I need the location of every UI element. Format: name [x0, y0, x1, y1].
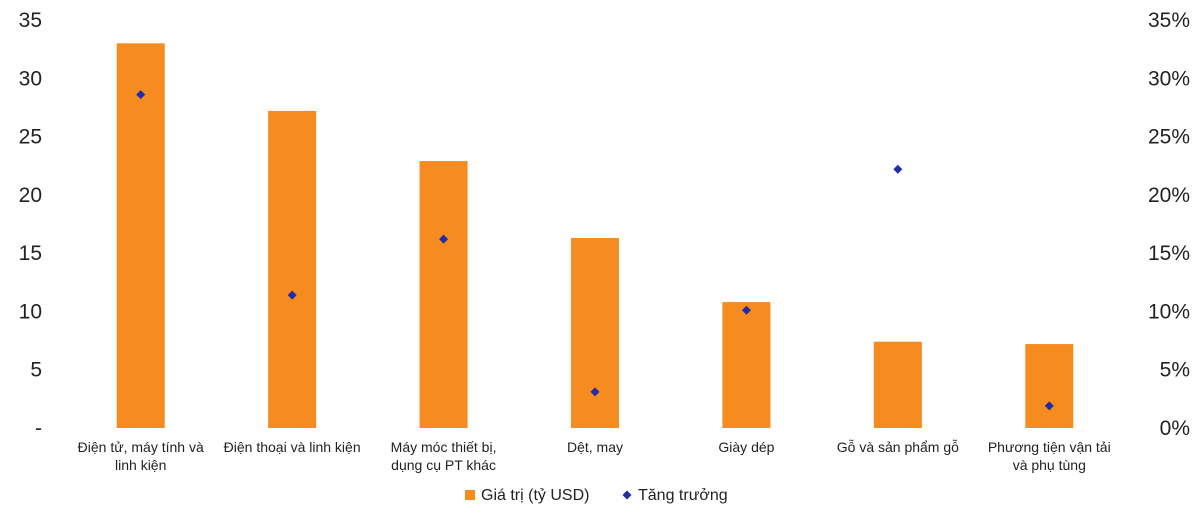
right-tick-label: 0% [1160, 417, 1190, 440]
left-tick-label: 20 [19, 184, 42, 207]
legend-bar-label: Giá trị (tỷ USD) [481, 487, 589, 504]
left-tick-label: 10 [19, 300, 42, 323]
category-labels: Điện tử, máy tính và linh kiện Điện thoại … [78, 439, 1111, 473]
bar [116, 43, 165, 429]
growth-point [439, 234, 449, 244]
category-label: dụng cụ PT khác [391, 457, 496, 473]
left-tick-label: 35 [19, 9, 42, 32]
left-tick-label: - [35, 417, 42, 440]
category-label: Điện tử, máy tính và [78, 439, 204, 455]
left-axis: - 5 10 15 20 25 30 35 [19, 9, 42, 440]
right-tick-label: 35% [1148, 9, 1190, 32]
right-tick-label: 5% [1160, 359, 1190, 382]
right-tick-label: 10% [1148, 300, 1190, 323]
category-label: Phương tiện vận tải [988, 439, 1111, 455]
growth-point [893, 164, 903, 174]
right-axis: 0% 5% 10% 15% 20% 25% 30% 35% [1148, 9, 1190, 440]
left-tick-label: 15 [19, 242, 42, 265]
bar [268, 110, 317, 428]
left-tick-label: 5 [30, 359, 42, 382]
scatter-series [136, 90, 1054, 411]
category-label: và phụ tùng [1013, 457, 1086, 473]
category-label: Máy móc thiết bị, [391, 439, 497, 455]
category-label: linh kiện [115, 457, 166, 473]
category-label: Điện thoại và linh kiện [224, 439, 361, 455]
bar-series [116, 43, 1074, 429]
bar [873, 341, 922, 428]
legend-bar-swatch [465, 490, 475, 500]
category-label: Gỗ và sản phẩm gỗ [837, 439, 959, 455]
bar [722, 302, 771, 428]
bar [419, 161, 468, 428]
growth-point [741, 305, 751, 315]
bar [1025, 344, 1074, 428]
legend: Giá trị (tỷ USD) Tăng trưởng [465, 487, 728, 504]
right-tick-label: 15% [1148, 242, 1190, 265]
growth-point [590, 387, 600, 397]
legend-point-swatch [622, 490, 632, 500]
growth-point [136, 90, 146, 100]
left-tick-label: 25 [19, 126, 42, 149]
bar [571, 237, 619, 428]
growth-point [1044, 401, 1054, 411]
left-tick-label: 30 [19, 67, 42, 90]
right-tick-label: 20% [1148, 184, 1190, 207]
category-label: Dệt, may [567, 439, 623, 455]
growth-point [287, 290, 297, 300]
right-tick-label: 30% [1148, 67, 1190, 90]
category-label: Giày dép [718, 439, 774, 455]
right-tick-label: 25% [1148, 126, 1190, 149]
legend-point-label: Tăng trưởng [638, 487, 728, 504]
